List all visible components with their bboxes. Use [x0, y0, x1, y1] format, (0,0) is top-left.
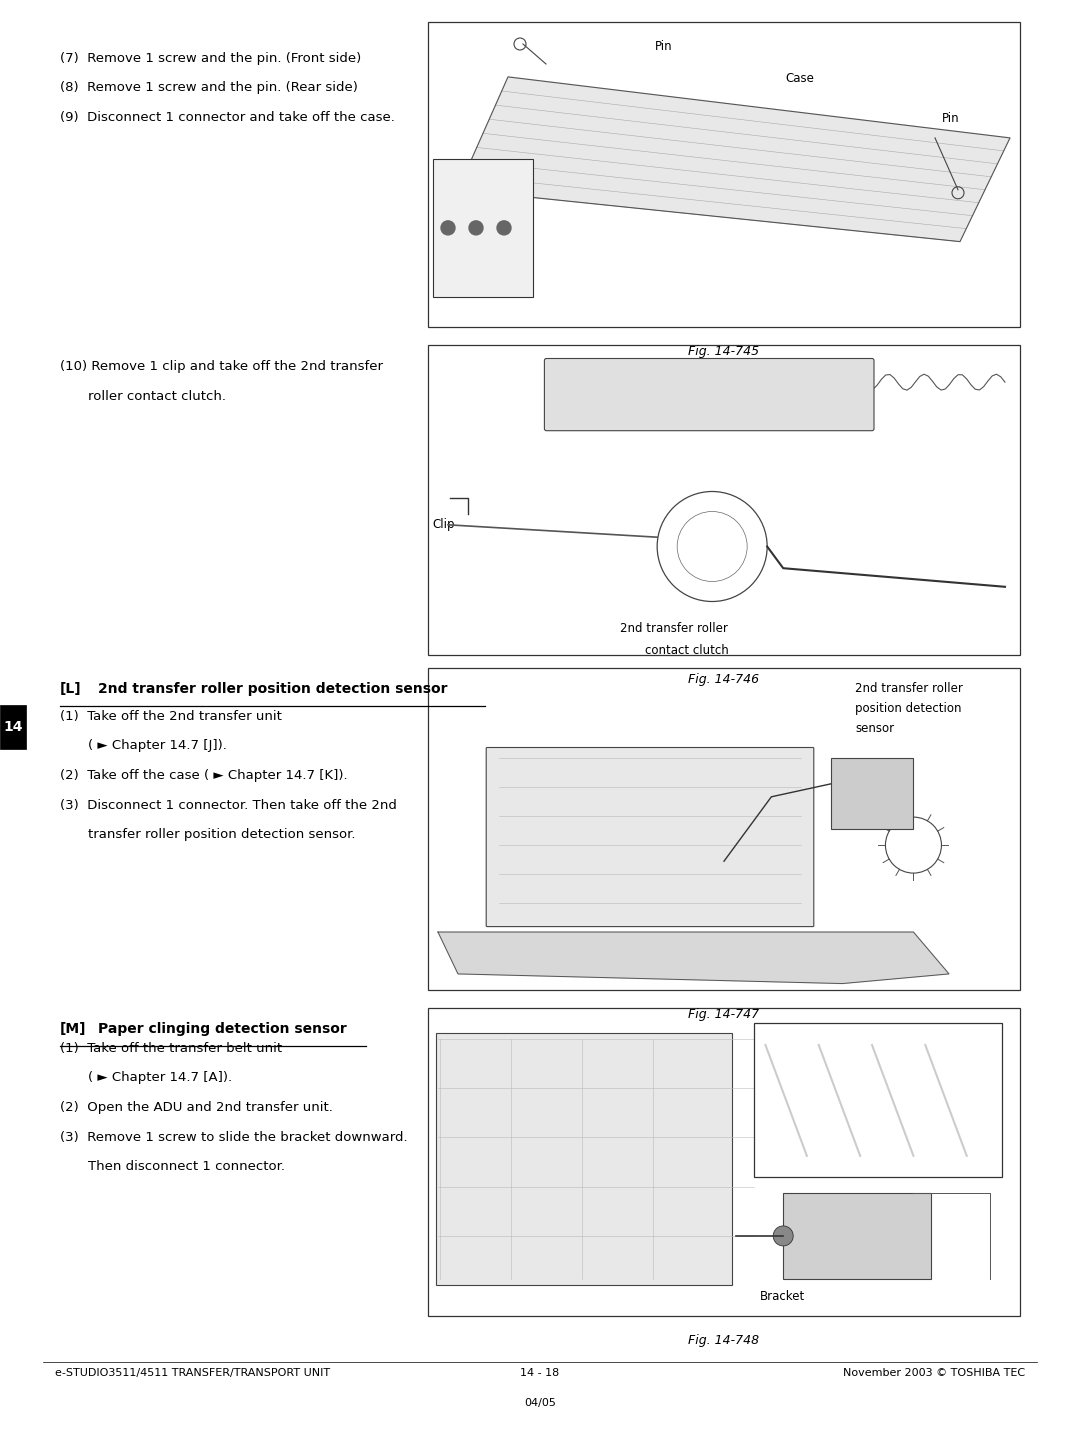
Text: 14 - 18: 14 - 18: [521, 1368, 559, 1378]
Text: Pin: Pin: [942, 112, 960, 125]
Circle shape: [773, 1226, 793, 1246]
Text: (9)  Disconnect 1 connector and take off the case.: (9) Disconnect 1 connector and take off …: [60, 111, 395, 124]
Circle shape: [497, 220, 511, 235]
Text: (2)  Open the ADU and 2nd transfer unit.: (2) Open the ADU and 2nd transfer unit.: [60, 1101, 333, 1114]
Text: (7)  Remove 1 screw and the pin. (Front side): (7) Remove 1 screw and the pin. (Front s…: [60, 52, 361, 65]
Text: Pin: Pin: [654, 40, 673, 53]
Text: 04/05: 04/05: [524, 1398, 556, 1408]
Text: Paper clinging detection sensor: Paper clinging detection sensor: [98, 1022, 347, 1036]
Bar: [428, 669, 1020, 990]
Text: ( ► Chapter 14.7 [A]).: ( ► Chapter 14.7 [A]).: [87, 1072, 232, 1085]
Text: Fig. 14-746: Fig. 14-746: [688, 673, 759, 686]
Polygon shape: [438, 932, 949, 984]
Polygon shape: [458, 76, 1010, 242]
Bar: [831, 758, 914, 829]
Text: (2)  Take off the case ( ► Chapter 14.7 [K]).: (2) Take off the case ( ► Chapter 14.7 […: [60, 769, 348, 782]
Text: transfer roller position detection sensor.: transfer roller position detection senso…: [87, 829, 355, 842]
Text: (1)  Take off the transfer belt unit: (1) Take off the transfer belt unit: [60, 1042, 282, 1055]
Text: 14: 14: [3, 720, 23, 733]
Text: Clip: Clip: [432, 517, 455, 530]
Text: roller contact clutch.: roller contact clutch.: [87, 389, 226, 402]
Bar: [0, 705, 26, 749]
Text: (1)  Take off the 2nd transfer unit: (1) Take off the 2nd transfer unit: [60, 710, 282, 723]
Text: (3)  Disconnect 1 connector. Then take off the 2nd: (3) Disconnect 1 connector. Then take of…: [60, 798, 396, 811]
Text: Case: Case: [785, 72, 814, 85]
Bar: [433, 160, 534, 297]
Text: (8)  Remove 1 screw and the pin. (Rear side): (8) Remove 1 screw and the pin. (Rear si…: [60, 82, 357, 95]
Text: position detection: position detection: [855, 702, 961, 715]
FancyBboxPatch shape: [544, 359, 874, 431]
Text: Fig. 14-745: Fig. 14-745: [688, 344, 759, 357]
Text: e-STUDIO3511/4511 TRANSFER/TRANSPORT UNIT: e-STUDIO3511/4511 TRANSFER/TRANSPORT UNI…: [55, 1368, 330, 1378]
Bar: [436, 1033, 732, 1285]
Text: ( ► Chapter 14.7 [J]).: ( ► Chapter 14.7 [J]).: [87, 739, 227, 752]
Text: 2nd transfer roller: 2nd transfer roller: [620, 623, 728, 635]
Bar: [783, 1193, 931, 1280]
Text: sensor: sensor: [855, 722, 894, 735]
Text: [L]: [L]: [60, 682, 82, 696]
Circle shape: [441, 220, 455, 235]
FancyBboxPatch shape: [486, 748, 814, 927]
Bar: [428, 344, 1020, 656]
Text: contact clutch: contact clutch: [645, 644, 729, 657]
Text: [M]: [M]: [60, 1022, 86, 1036]
Text: (10) Remove 1 clip and take off the 2nd transfer: (10) Remove 1 clip and take off the 2nd …: [60, 360, 383, 373]
Text: Fig. 14-748: Fig. 14-748: [688, 1334, 759, 1347]
Bar: [428, 1009, 1020, 1316]
Text: November 2003 © TOSHIBA TEC: November 2003 © TOSHIBA TEC: [842, 1368, 1025, 1378]
Circle shape: [469, 220, 483, 235]
Text: 2nd transfer roller: 2nd transfer roller: [855, 682, 963, 695]
Text: Fig. 14-747: Fig. 14-747: [688, 1009, 759, 1022]
Text: (3)  Remove 1 screw to slide the bracket downward.: (3) Remove 1 screw to slide the bracket …: [60, 1131, 407, 1144]
Text: Bracket: Bracket: [760, 1290, 806, 1303]
Bar: [428, 22, 1020, 327]
Bar: [754, 1023, 1002, 1177]
Text: 2nd transfer roller position detection sensor: 2nd transfer roller position detection s…: [98, 682, 447, 696]
Text: Then disconnect 1 connector.: Then disconnect 1 connector.: [87, 1160, 285, 1173]
